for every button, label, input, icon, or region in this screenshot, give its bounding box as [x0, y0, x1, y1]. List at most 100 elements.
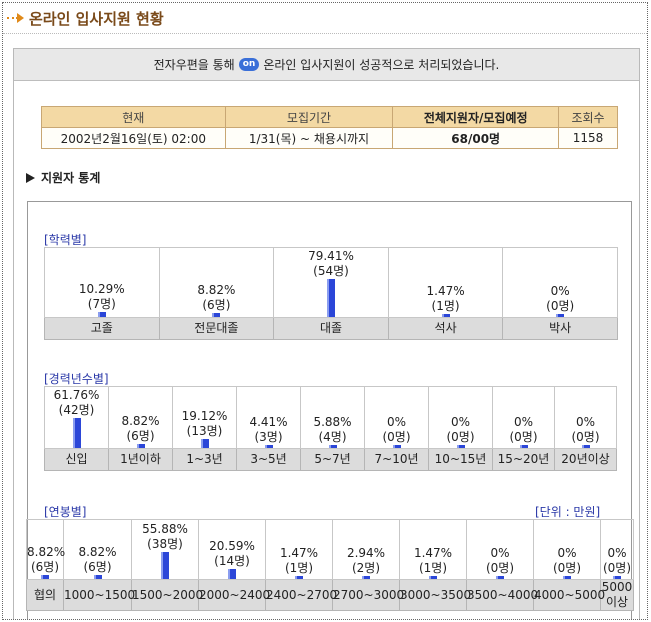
- salary-bar: [41, 575, 49, 579]
- education-bar: [441, 314, 450, 317]
- value-views: 1158: [558, 127, 618, 149]
- salary-count: (0명): [485, 561, 515, 575]
- education-bar: [556, 314, 565, 317]
- info-header-row: 현재 모집기간 전체지원자/모집예정 조회수: [41, 106, 618, 128]
- salary-percent: 1.47%: [279, 546, 319, 560]
- education-count: (1명): [431, 299, 460, 313]
- career-category-label: 20년이상: [554, 448, 617, 471]
- career-count: (13명): [186, 424, 223, 438]
- career-category-label: 7~10년: [364, 448, 429, 471]
- salary-count: (1명): [284, 561, 314, 575]
- salary-bar: [295, 576, 303, 579]
- career-stats-table: 61.76% (42명) 8.82% (6명) 19.12% (13명) 4.41% (3명)…: [44, 386, 617, 471]
- salary-category-label: 5000이상: [600, 579, 634, 611]
- value-applicants: 68/00명: [392, 127, 560, 149]
- career-percent: 0%: [575, 415, 596, 429]
- career-category-label: 15~20년: [492, 448, 555, 471]
- career-percent: 8.82%: [121, 414, 160, 428]
- header-applicants: 전체지원자/모집예정: [392, 106, 560, 128]
- salary-category-label: 협의: [26, 579, 64, 611]
- career-bar-row: 61.76% (42명) 8.82% (6명) 19.12% (13명) 4.41% (3명)…: [44, 386, 617, 449]
- career-bar: [519, 445, 528, 448]
- salary-stat-cell: 1.47% (1명): [265, 519, 333, 580]
- career-count: (42명): [58, 403, 95, 417]
- salary-percent: 8.82%: [27, 545, 66, 559]
- salary-percent: 2.94%: [346, 546, 386, 560]
- career-bar: [264, 445, 273, 448]
- career-count: (0명): [446, 430, 475, 444]
- salary-stat-cell: 55.88% (38명): [131, 519, 199, 580]
- title-divider: [3, 33, 647, 34]
- career-category-label: 신입: [44, 448, 109, 471]
- education-bar: [212, 313, 221, 317]
- salary-bar-row: 8.82% (6명) 8.82% (6명) 55.88% (38명) 20.59% (14명)…: [26, 519, 634, 580]
- salary-category-label: 3000~3500: [399, 579, 471, 611]
- education-percent: 8.82%: [197, 283, 236, 297]
- career-percent: 0%: [386, 415, 407, 429]
- recruitment-info-table: 현재 모집기간 전체지원자/모집예정 조회수 2002년2월16일(토) 02:…: [41, 106, 618, 149]
- applicant-stats-box: [학력별] 10.29% (7명) 8.82% (6명) 79.41% (54명) 1.47…: [26, 201, 634, 619]
- career-stat-cell: 0% (0명): [364, 386, 429, 449]
- career-stat-cell: 0% (0명): [554, 386, 617, 449]
- section-title-text: 지원자 통계: [41, 171, 101, 185]
- career-bar: [392, 445, 401, 448]
- education-category-label: 전문대졸: [158, 317, 275, 340]
- career-category-label: 1년이하: [108, 448, 173, 471]
- salary-group-label: [연봉별]: [44, 505, 87, 519]
- salary-category-label: 2000~2400: [198, 579, 270, 611]
- education-stat-cell: 1.47% (1명): [387, 247, 504, 318]
- page-title: 온라인 입사지원 현황: [3, 7, 164, 29]
- salary-category-label: 1000~1500: [63, 579, 135, 611]
- career-group-label: [경력년수별]: [44, 372, 109, 386]
- education-bar-row: 10.29% (7명) 8.82% (6명) 79.41% (54명) 1.47% (1명) 0…: [44, 247, 618, 318]
- education-count: (0명): [546, 299, 575, 313]
- on-badge-icon: on: [238, 58, 260, 71]
- salary-percent: 0%: [607, 546, 627, 560]
- career-count: (0명): [382, 430, 411, 444]
- salary-category-label: 1500~2000: [131, 579, 203, 611]
- salary-count: (2명): [351, 561, 381, 575]
- career-stat-cell: 0% (0명): [428, 386, 493, 449]
- header-current: 현재: [41, 106, 226, 128]
- career-count: (0명): [571, 430, 600, 444]
- career-category-label: 1~3년: [172, 448, 237, 471]
- salary-stat-cell: 0% (0명): [533, 519, 601, 580]
- education-percent: 10.29%: [78, 282, 125, 296]
- header-period: 모집기간: [224, 106, 394, 128]
- salary-percent: 0%: [490, 546, 510, 560]
- success-message-bar: 전자우편을 통해 on 온라인 입사지원이 성공적으로 처리되었습니다.: [14, 49, 639, 81]
- education-stat-cell: 8.82% (6명): [158, 247, 275, 318]
- career-bar: [72, 418, 81, 448]
- salary-stat-cell: 20.59% (14명): [198, 519, 266, 580]
- education-label-row: 고졸 전문대졸 대졸 석사 박사: [44, 317, 618, 340]
- salary-stat-cell: 8.82% (6명): [63, 519, 132, 580]
- salary-percent: 0%: [557, 546, 577, 560]
- education-stats-table: 10.29% (7명) 8.82% (6명) 79.41% (54명) 1.47% (1명) 0…: [44, 247, 618, 340]
- salary-category-label: 2700~3000: [332, 579, 404, 611]
- message-text-after: 온라인 입사지원이 성공적으로 처리되었습니다.: [263, 58, 500, 72]
- career-stat-cell: 5.88% (4명): [300, 386, 365, 449]
- career-count: (3명): [254, 430, 283, 444]
- education-bar: [326, 279, 335, 317]
- salary-bar: [563, 576, 571, 579]
- career-bar: [456, 445, 465, 448]
- education-stat-cell: 79.41% (54명): [273, 247, 389, 318]
- education-count: (7명): [87, 297, 116, 311]
- salary-percent: 8.82%: [78, 545, 117, 559]
- salary-count: (6명): [83, 560, 112, 574]
- career-count: (0명): [509, 430, 538, 444]
- dotted-arrow-icon: [7, 12, 25, 24]
- career-percent: 61.76%: [53, 388, 100, 402]
- salary-category-label: 4000~5000: [533, 579, 605, 611]
- salary-percent: 55.88%: [142, 522, 188, 536]
- salary-unit-label: [단위 : 만원]: [535, 505, 601, 519]
- salary-label-row: 협의 1000~1500 1500~2000 2000~2400 2400~2700 27…: [26, 579, 634, 611]
- salary-stat-cell: 8.82% (6명): [26, 519, 66, 580]
- career-category-label: 5~7년: [300, 448, 365, 471]
- career-percent: 5.88%: [313, 415, 352, 429]
- salary-count: (6명): [30, 560, 60, 574]
- value-period: 1/31(목) ~ 채용시까지: [224, 127, 394, 149]
- education-category-label: 석사: [387, 317, 504, 340]
- salary-bar: [613, 576, 621, 579]
